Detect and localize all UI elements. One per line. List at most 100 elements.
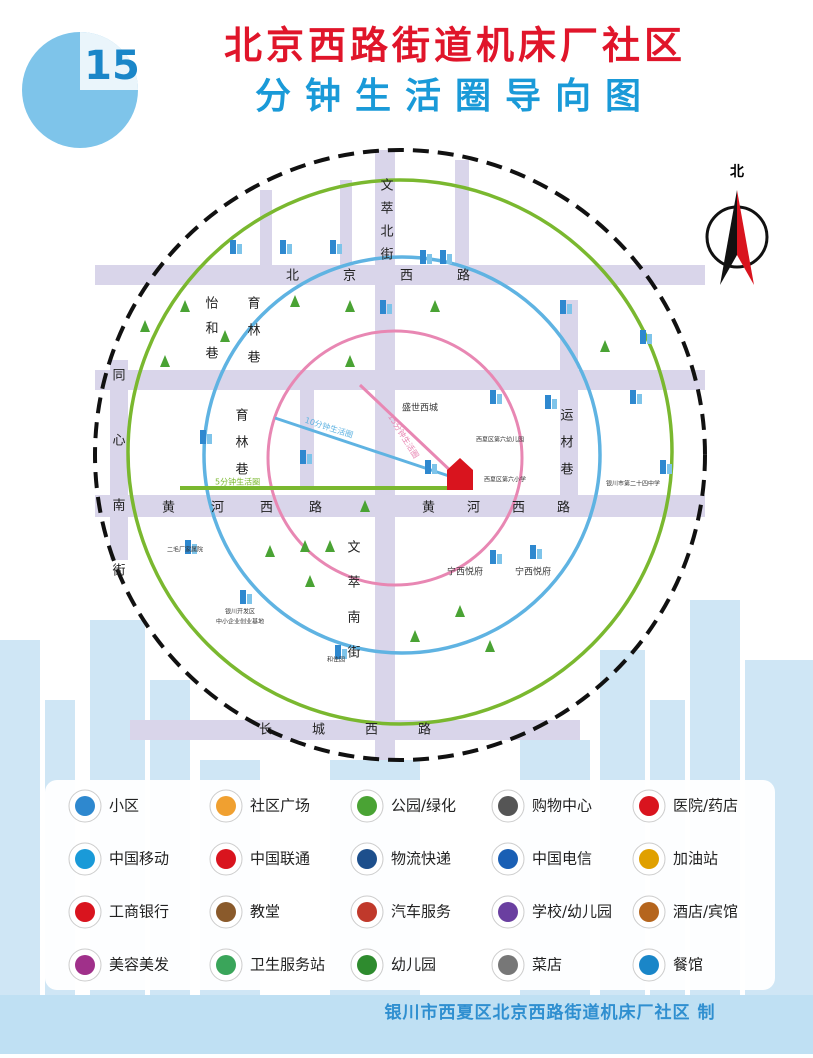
building-icon [432,464,437,474]
building-icon [637,394,642,404]
legend-label: 餐馆 [673,956,703,974]
building-icon [497,554,502,564]
title-line1: 北京西路街道机床厂社区 [224,24,686,68]
legend-icon-mark [216,955,236,975]
building-icon [560,300,566,314]
building-icon [237,244,242,254]
legend-icon-mark [357,902,377,922]
street-label: 北京西路 [286,268,514,284]
legend-label: 幼儿园 [391,956,436,974]
legend-icon-mark [216,902,236,922]
street-label: 黄河西路 [422,500,602,516]
legend-label: 中国移动 [109,850,169,868]
building-icon [247,594,252,604]
legend-label: 购物中心 [532,797,592,815]
road [455,160,469,280]
building-icon [380,300,386,314]
building-icon [387,304,392,314]
legend-icon-mark [75,849,95,869]
legend-icon-mark [216,796,236,816]
legend-label: 卫生服务站 [250,956,325,974]
street-label: 同心南街 [110,368,126,628]
legend-label: 教堂 [250,903,280,921]
street-label: 育林巷 [233,407,249,489]
building-icon [490,550,496,564]
building-icon [427,254,432,264]
building-icon [330,240,336,254]
legend-label: 美容美发 [109,956,169,974]
building-icon [447,254,452,264]
building-icon [567,304,572,314]
legend-label: 酒店/宾馆 [673,903,738,921]
legend-label: 社区广场 [250,797,310,815]
place-label: 和佳园 [327,656,345,664]
street-label: 怡和巷 [203,296,219,371]
legend-label: 中国联通 [250,850,310,868]
road [95,370,705,390]
building-icon [337,244,342,254]
building-icon [307,454,312,464]
legend-icon-mark [75,796,95,816]
building-icon [545,395,551,409]
legend-icon-mark [357,796,377,816]
legend-icon-mark [357,955,377,975]
place-label: 盛世西城 [402,402,438,414]
building-icon [490,390,496,404]
legend-icon-mark [639,849,659,869]
building-icon [440,250,446,264]
legend-icon-mark [75,955,95,975]
building-icon [640,330,646,344]
place-label: 银川开发区 [225,608,255,616]
street-label: 文萃北街 [378,178,394,270]
legend-label: 医院/药店 [673,797,738,815]
legend-icon-mark [498,955,518,975]
street-label: 黄河西路 [162,500,358,516]
legend-label: 加油站 [673,850,718,868]
building-icon [300,450,306,464]
building-icon [280,240,286,254]
road [340,180,352,270]
legend-icon-mark [216,849,236,869]
place-label: 宁西悦府 [447,566,483,578]
legend-label: 公园/绿化 [391,797,456,815]
street-label: 运材巷 [558,408,574,489]
building-icon [240,590,246,604]
building-icon [647,334,652,344]
building-icon [425,460,431,474]
place-label: 宁西悦府 [515,566,551,578]
building-icon [420,250,426,264]
building-icon [207,434,212,444]
place-label: 二毛厂家属院 [167,546,203,554]
legend-icon-mark [639,796,659,816]
place-label: 银川市第二十四中学 [606,480,660,488]
legend-label: 工商银行 [109,903,169,921]
building-icon [497,394,502,404]
legend-icon-mark [639,955,659,975]
building-icon [230,240,236,254]
legend-label: 菜店 [532,956,562,974]
title-line2: 分钟生活圈导向图 [255,76,655,117]
legend-icon-mark [639,902,659,922]
place-label: 西夏区第六小学 [484,476,526,484]
legend-icon-mark [498,796,518,816]
legend-label: 小区 [109,797,139,815]
legend-icon-mark [357,849,377,869]
road [260,190,272,270]
place-label: 中小企业创业基地 [216,618,264,626]
street-label: 育林巷 [245,295,261,377]
building-icon [537,549,542,559]
skyline-building [0,640,40,1054]
footer: 银川市西夏区北京西路街道机床厂社区 制 [385,1002,716,1023]
road [300,380,314,490]
legend-icon-mark [75,902,95,922]
building-icon [630,390,636,404]
poster: 15 北京西路街道机床厂社区 分钟生活圈导向图 北 5分钟生活圈10分钟生活圈1… [0,0,813,1054]
building-icon [660,460,666,474]
place-label: 西夏区第六幼儿园 [476,436,524,444]
legend-label: 汽车服务 [391,903,451,921]
building-icon [530,545,536,559]
header-number: 15 [84,43,140,89]
street-label: 长城西路 [259,722,471,738]
legend-label: 中国电信 [532,850,592,868]
building-icon [287,244,292,254]
